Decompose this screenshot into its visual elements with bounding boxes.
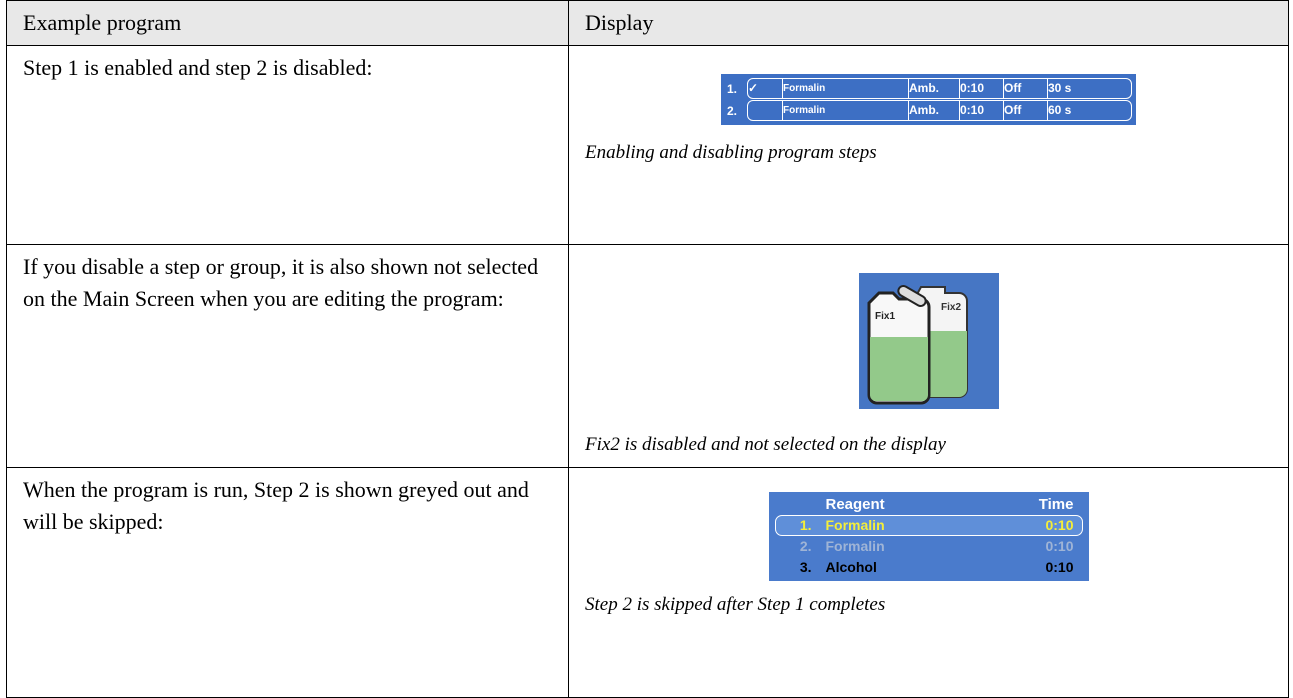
description: When the program is run, Step 2 is shown… <box>6 467 569 698</box>
step-row: 2. Formalin 0:10 <box>775 536 1083 557</box>
step-number: 1. <box>727 81 738 96</box>
step-row: 1. ✓ Formalin Amb. 0:10 Off 30 s <box>721 78 1136 99</box>
row: When the program is run, Step 2 is shown… <box>6 467 1289 698</box>
drip: 30 s <box>1047 79 1093 98</box>
step-number: 3. <box>799 559 812 575</box>
reagent: Formalin <box>825 517 885 533</box>
panel-header: Reagent Time <box>775 494 1083 515</box>
reagent: Alcohol <box>825 559 877 575</box>
display-cell: Fix2 Fix1 Fix2 is disabled and not selec… <box>568 244 1289 468</box>
step-row: 1. Formalin 0:10 <box>774 515 1083 536</box>
bottle-label: Fix2 <box>941 302 961 313</box>
temperature: Amb. <box>908 101 959 120</box>
step-row: 2. Formalin Amb. 0:10 Off 60 s <box>721 100 1136 121</box>
step-row: 3. Alcohol 0:10 <box>775 557 1083 578</box>
time: 0:10 <box>959 101 1003 120</box>
time: 0:10 <box>1045 559 1074 575</box>
drip: 60 s <box>1047 101 1093 120</box>
reagent: Formalin <box>825 538 885 554</box>
column-header: Time <box>1038 496 1074 513</box>
header-row: Example program Display <box>6 0 1289 46</box>
description: Step 1 is enabled and step 2 is disabled… <box>6 45 569 245</box>
description: If you disable a step or group, it is al… <box>6 244 569 468</box>
step-panel: 1. ✓ Formalin Amb. 0:10 Off 30 s 2. Form… <box>721 74 1136 125</box>
step-number: 2. <box>727 103 738 118</box>
step-box: ✓ Formalin Amb. 0:10 Off 30 s <box>747 78 1132 99</box>
bottle-label: Fix1 <box>875 311 895 322</box>
time: 0:10 <box>1045 517 1074 533</box>
time: 0:10 <box>1045 538 1074 554</box>
liquid <box>869 337 928 401</box>
reagent: Formalin <box>782 79 908 98</box>
reagent: Formalin <box>782 101 908 120</box>
bottles-image: Fix2 Fix1 <box>858 273 999 409</box>
display-cell: 1. ✓ Formalin Amb. 0:10 Off 30 s 2. Form… <box>568 45 1289 245</box>
caption: Enabling and disabling program steps <box>585 142 877 163</box>
step-number: 2. <box>799 538 812 554</box>
column-header: Reagent <box>825 496 885 513</box>
bottle-fix1: Fix1 <box>867 285 930 405</box>
caption: Fix2 is disabled and not selected on the… <box>585 434 946 455</box>
display-cell: Reagent Time 1. Formalin 0:10 2. Formali… <box>568 467 1289 698</box>
step-number: 1. <box>799 517 812 533</box>
pressure: Off <box>1003 79 1047 98</box>
row: Step 1 is enabled and step 2 is disabled… <box>6 45 1289 245</box>
caption: Step 2 is skipped after Step 1 completes <box>585 594 886 615</box>
step-box: Formalin Amb. 0:10 Off 60 s <box>747 100 1132 121</box>
program-table: Example program Display Step 1 is enable… <box>6 0 1289 698</box>
run-panel: Reagent Time 1. Formalin 0:10 2. Formali… <box>768 492 1089 581</box>
header-cell: Example program <box>6 0 569 46</box>
header-cell: Display <box>568 0 1289 46</box>
page: Example program Display Step 1 is enable… <box>6 0 1289 698</box>
pressure: Off <box>1003 101 1047 120</box>
row: If you disable a step or group, it is al… <box>6 244 1289 468</box>
check <box>748 101 782 120</box>
check: ✓ <box>748 81 759 95</box>
time: 0:10 <box>959 79 1003 98</box>
handle <box>896 285 927 307</box>
temperature: Amb. <box>908 79 959 98</box>
